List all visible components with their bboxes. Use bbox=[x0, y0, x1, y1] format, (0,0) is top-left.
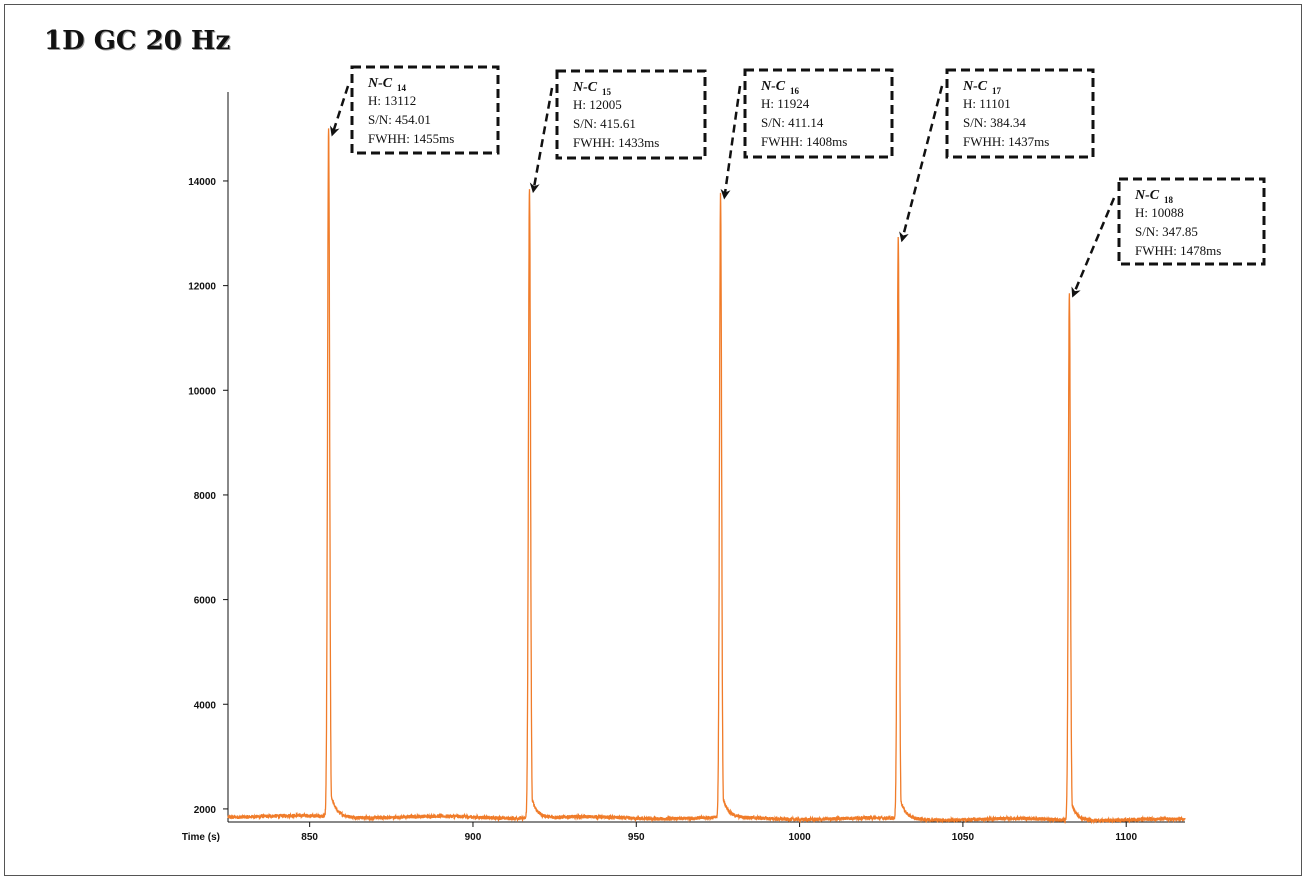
annotation-fwhh: FWHH: 1437ms bbox=[963, 134, 1049, 149]
annotation-height: H: 13112 bbox=[368, 93, 416, 108]
x-tick-label: 950 bbox=[628, 832, 645, 843]
annotation-height: H: 12005 bbox=[573, 97, 622, 112]
annotation-box bbox=[945, 68, 1095, 159]
annotation-box bbox=[1117, 177, 1266, 266]
annotation-arrow bbox=[1071, 197, 1116, 298]
annotation-arrow bbox=[899, 85, 944, 243]
annotation-height: H: 11101 bbox=[963, 96, 1011, 111]
annotation-height: H: 10088 bbox=[1135, 205, 1184, 220]
x-tick-label: 850 bbox=[301, 832, 318, 843]
peak-annotation: N-C 14H: 13112 S/N: 454.01 FWHH: 1455ms bbox=[329, 65, 500, 155]
annotation-compound: N-C bbox=[367, 76, 393, 91]
peak-annotation: N-C 17H: 11101 S/N: 384.34 FWHH: 1437ms bbox=[899, 68, 1095, 243]
annotation-arrow bbox=[529, 87, 554, 194]
peak-annotations: N-C 14H: 13112 S/N: 454.01 FWHH: 1455ms N-C 1… bbox=[329, 65, 1266, 298]
y-tick-label: 4000 bbox=[194, 700, 217, 711]
annotation-box bbox=[350, 65, 500, 155]
annotation-subscript: 14 bbox=[397, 83, 407, 93]
annotation-height: H: 11924 bbox=[761, 96, 810, 111]
x-tick-label: 1100 bbox=[1115, 832, 1137, 843]
annotation-box bbox=[743, 68, 894, 159]
annotation-sn: S/N: 454.01 bbox=[368, 112, 431, 127]
annotation-compound: N-C bbox=[760, 79, 786, 94]
x-axis-label: Time (s) bbox=[182, 832, 220, 843]
y-tick-label: 6000 bbox=[194, 596, 217, 607]
annotation-subscript: 15 bbox=[602, 87, 612, 97]
annotation-subscript: 18 bbox=[1164, 195, 1174, 205]
annotation-sn: S/N: 384.34 bbox=[963, 115, 1026, 130]
annotation-fwhh: FWHH: 1433ms bbox=[573, 135, 659, 150]
y-tick-label: 2000 bbox=[194, 805, 217, 816]
chart-title: 1D GC 20 Hz bbox=[44, 26, 231, 56]
y-tick-label: 14000 bbox=[188, 177, 216, 188]
annotation-arrow bbox=[329, 85, 350, 137]
y-tick-label: 12000 bbox=[188, 282, 216, 293]
peak-annotation: N-C 18H: 10088 S/N: 347.85 FWHH: 1478ms bbox=[1071, 177, 1266, 298]
annotation-sn: S/N: 347.85 bbox=[1135, 224, 1198, 239]
annotation-compound: N-C bbox=[1134, 188, 1160, 203]
annotation-subscript: 17 bbox=[992, 86, 1002, 96]
peak-annotation: N-C 16H: 11924 S/N: 411.14 FWHH: 1408ms bbox=[720, 68, 894, 200]
axes: 2000 4000 6000 8000 10000 12000 14000 850 900 950… bbox=[182, 92, 1185, 843]
annotation-subscript: 16 bbox=[790, 86, 800, 96]
annotation-sn: S/N: 411.14 bbox=[761, 115, 824, 130]
annotation-box bbox=[555, 69, 707, 160]
annotation-fwhh: FWHH: 1478ms bbox=[1135, 243, 1221, 258]
y-tick-label: 8000 bbox=[194, 491, 217, 502]
annotation-fwhh: FWHH: 1408ms bbox=[761, 134, 847, 149]
x-tick-label: 1050 bbox=[952, 832, 975, 843]
signal-trace bbox=[227, 128, 1186, 825]
annotation-sn: S/N: 415.61 bbox=[573, 116, 636, 131]
x-tick-label: 900 bbox=[465, 832, 482, 843]
annotation-arrow bbox=[720, 85, 742, 200]
annotation-compound: N-C bbox=[962, 79, 988, 94]
y-tick-label: 10000 bbox=[188, 386, 216, 397]
annotation-fwhh: FWHH: 1455ms bbox=[368, 131, 454, 146]
annotation-compound: N-C bbox=[572, 80, 598, 95]
peak-annotation: N-C 15H: 12005 S/N: 415.61 FWHH: 1433ms bbox=[529, 69, 707, 194]
chromatogram-line bbox=[227, 128, 1186, 825]
x-tick-label: 1000 bbox=[788, 832, 811, 843]
